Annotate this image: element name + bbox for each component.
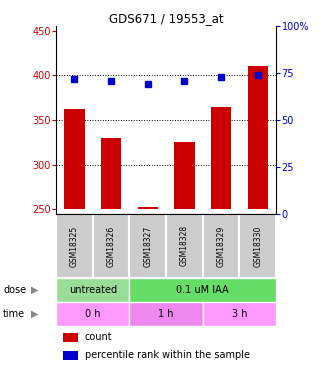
Bar (138, 207, 158, 209)
Bar (203, 302, 276, 326)
Bar (129, 302, 203, 326)
Bar (211, 106, 231, 209)
Text: GSM18326: GSM18326 (107, 225, 116, 267)
Bar (129, 214, 166, 278)
Text: count: count (85, 332, 112, 342)
Text: 1 h: 1 h (158, 309, 174, 319)
Bar (174, 142, 195, 209)
Text: GSM18325: GSM18325 (70, 225, 79, 267)
Text: GSM18330: GSM18330 (253, 225, 262, 267)
Bar (56, 278, 129, 302)
Text: GSM18329: GSM18329 (217, 225, 226, 267)
Text: percentile rank within the sample: percentile rank within the sample (85, 350, 250, 360)
Title: GDS671 / 19553_at: GDS671 / 19553_at (109, 12, 223, 25)
Bar (63, 351, 78, 360)
Bar (166, 214, 203, 278)
Text: ▶: ▶ (30, 285, 38, 295)
Bar (56, 214, 93, 278)
Text: 0 h: 0 h (85, 309, 100, 319)
Text: ▶: ▶ (30, 309, 38, 319)
Bar (65, 109, 84, 209)
Text: untreated: untreated (69, 285, 117, 295)
Bar (248, 66, 268, 209)
Bar (129, 278, 276, 302)
Text: GSM18328: GSM18328 (180, 225, 189, 267)
Text: 0.1 uM IAA: 0.1 uM IAA (177, 285, 229, 295)
Text: dose: dose (3, 285, 26, 295)
Text: time: time (3, 309, 25, 319)
Bar (93, 214, 129, 278)
Bar (56, 302, 129, 326)
Text: 3 h: 3 h (232, 309, 247, 319)
Bar (63, 333, 78, 342)
Text: GSM18327: GSM18327 (143, 225, 152, 267)
Bar (101, 138, 121, 209)
Bar (239, 214, 276, 278)
Bar (203, 214, 239, 278)
